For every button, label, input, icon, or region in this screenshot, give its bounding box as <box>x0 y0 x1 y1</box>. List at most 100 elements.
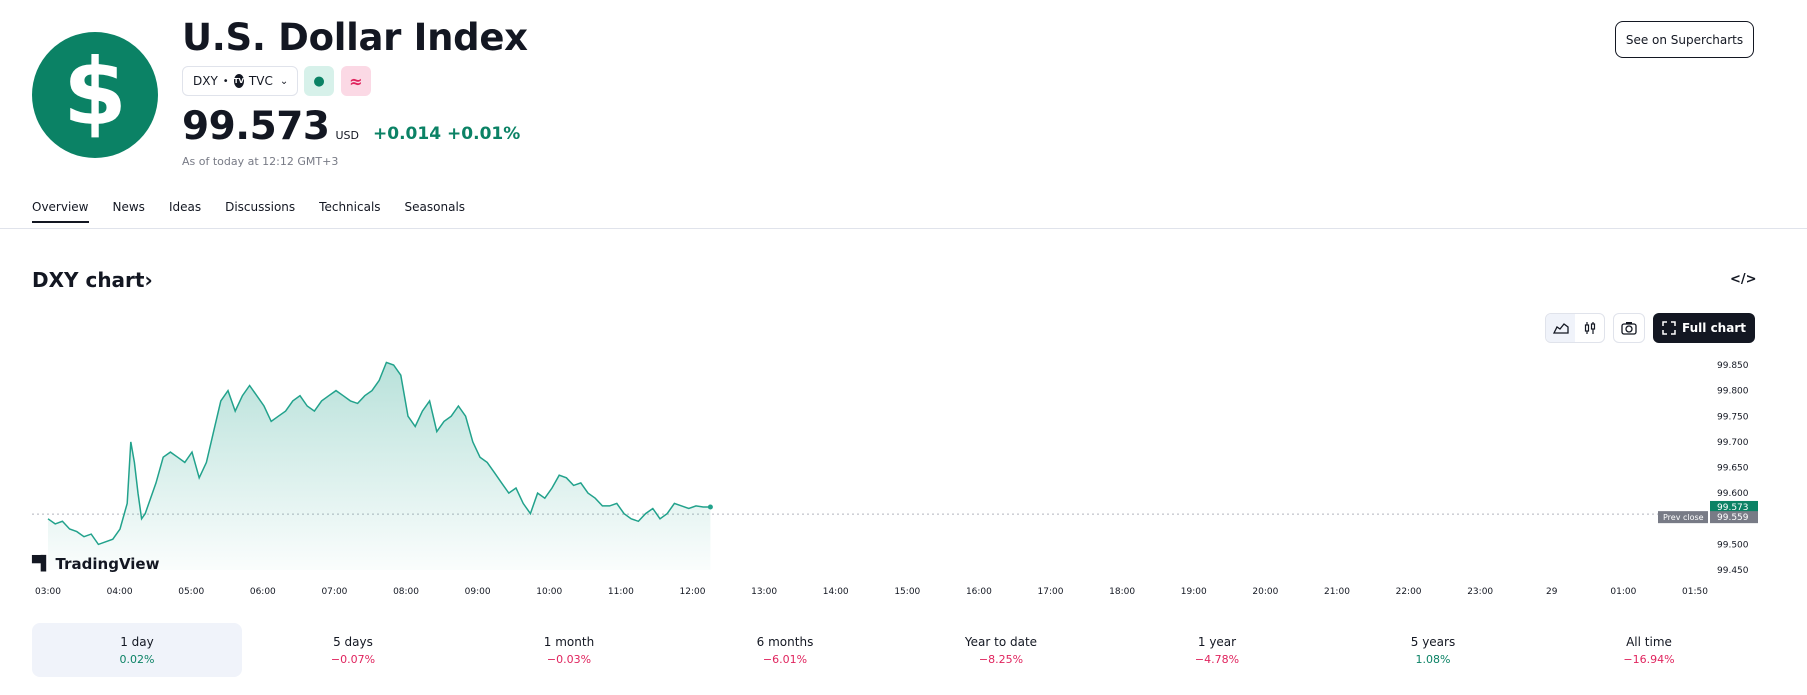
y-axis-tick-label: 99.800 <box>1717 387 1749 397</box>
price-currency: USD <box>335 129 360 142</box>
tab-news[interactable]: News <box>112 200 145 214</box>
tradingview-watermark: ▀▌ TradingView <box>32 555 159 573</box>
period-change: −8.25% <box>978 652 1024 666</box>
x-axis-tick-label: 09:00 <box>465 587 491 597</box>
period-label: 1 year <box>1197 634 1237 649</box>
x-axis-tick-label: 04:00 <box>107 587 133 597</box>
price-block: 99.573 USD +0.014 +0.01% <box>182 104 520 149</box>
fullscreen-icon <box>1662 321 1676 335</box>
symbol-exchange-selector[interactable]: DXY • TV TVC ⌄ <box>182 66 298 96</box>
period-6-months[interactable]: 6 months −6.01% <box>680 623 890 677</box>
x-axis-tick-label: 05:00 <box>178 587 204 597</box>
period-change: −6.01% <box>762 652 808 666</box>
current-price-badge <box>1710 500 1758 513</box>
period-label: 5 days <box>333 634 373 649</box>
period-label: All time <box>1626 634 1672 649</box>
tab-ideas[interactable]: Ideas <box>168 200 202 214</box>
x-axis-tick-label: 22:00 <box>1396 587 1422 597</box>
ticker-symbol: DXY <box>193 74 218 88</box>
dollar-sign-icon: $ <box>62 39 127 146</box>
prev-close-value-badge <box>1710 511 1758 524</box>
price-area-fill <box>48 362 711 570</box>
x-axis-tick-label: 23:00 <box>1467 587 1493 597</box>
chart-style-toggle <box>1545 313 1605 343</box>
camera-icon[interactable] <box>1613 313 1645 343</box>
y-axis-tick-label: 99.450 <box>1717 566 1749 576</box>
x-axis-tick-label: 15:00 <box>894 587 920 597</box>
period-change: −16.94% <box>1623 652 1675 666</box>
x-axis-tick-label: 21:00 <box>1324 587 1350 597</box>
chart-title-link[interactable]: DXY chart› <box>32 268 153 292</box>
y-axis-tick-label: 99.850 <box>1717 361 1749 371</box>
period-label: 1 month <box>543 634 595 649</box>
x-axis-tick-label: 12:00 <box>680 587 706 597</box>
market-open-dot-icon[interactable]: ● <box>304 66 334 96</box>
tab-seasonals[interactable]: Seasonals <box>404 200 466 214</box>
period-change: −0.03% <box>546 652 592 666</box>
chevron-right-icon: › <box>144 268 153 292</box>
period-year-to-date[interactable]: Year to date −8.25% <box>896 623 1106 677</box>
x-axis-tick-label: 18:00 <box>1109 587 1135 597</box>
as-of-timestamp: As of today at 12:12 GMT+3 <box>182 155 339 168</box>
tab-discussions[interactable]: Discussions <box>225 200 296 214</box>
x-axis-tick-label: 10:00 <box>536 587 562 597</box>
tradingview-logo-icon: ▀▌ <box>32 556 51 572</box>
period-5-years[interactable]: 5 years 1.08% <box>1328 623 1538 677</box>
see-on-supercharts-button[interactable]: See on Supercharts <box>1615 21 1754 58</box>
last-price: 99.573 <box>182 104 330 149</box>
x-axis-tick-label: 01:00 <box>1610 587 1636 597</box>
performance-periods: 1 day 0.02% 5 days −0.07% 1 month −0.03% 6 mon… <box>32 623 1754 677</box>
full-chart-label: Full chart <box>1682 321 1746 335</box>
prev-close-label: Prev close <box>1663 513 1704 522</box>
x-axis-tick-label: 03:00 <box>35 587 61 597</box>
y-axis-tick-label: 99.700 <box>1717 438 1749 448</box>
x-axis-tick-label: 17:00 <box>1038 587 1064 597</box>
x-axis-tick-label: 14:00 <box>823 587 849 597</box>
last-price-dot <box>707 504 713 510</box>
prev-close-tag <box>1658 511 1708 524</box>
price-line <box>47 361 711 546</box>
tab-overview[interactable]: Overview <box>32 200 89 223</box>
embed-code-icon[interactable]: </> <box>1730 272 1757 287</box>
price-change-abs: +0.014 <box>373 124 442 144</box>
area-chart-icon[interactable] <box>1546 314 1575 342</box>
x-axis-tick-label: 13:00 <box>751 587 777 597</box>
symbol-tabs: Overview News Ideas Discussions Technica… <box>32 200 465 223</box>
full-chart-button[interactable]: Full chart <box>1653 313 1755 343</box>
x-axis-tick-label: 16:00 <box>966 587 992 597</box>
period-1-day[interactable]: 1 day 0.02% <box>32 623 242 677</box>
tradingview-exchange-icon: TV <box>233 74 244 88</box>
x-axis-tick-label: 20:00 <box>1252 587 1278 597</box>
period-5-days[interactable]: 5 days −0.07% <box>248 623 458 677</box>
y-axis-tick-label: 99.750 <box>1717 412 1749 422</box>
candles-icon[interactable] <box>1575 314 1604 342</box>
dxy-logo: $ <box>32 32 158 158</box>
x-axis-tick-label: 01:50 <box>1682 587 1708 597</box>
tab-technicals[interactable]: Technicals <box>319 200 381 214</box>
period-1-year[interactable]: 1 year −4.78% <box>1112 623 1322 677</box>
page-title: U.S. Dollar Index <box>182 16 528 59</box>
period-label: 1 day <box>120 634 154 649</box>
x-axis-tick-label: 11:00 <box>608 587 634 597</box>
period-label: 6 months <box>756 634 814 649</box>
y-axis-tick-label: 99.650 <box>1717 464 1749 474</box>
separator-dot-icon: • <box>222 75 229 87</box>
period-label: 5 years <box>1410 634 1456 649</box>
period-label: Year to date <box>964 634 1038 649</box>
period-change: −0.07% <box>330 652 376 666</box>
period-1-month[interactable]: 1 month −0.03% <box>464 623 674 677</box>
period-change: −4.78% <box>1194 652 1240 666</box>
delayed-data-icon[interactable]: ≈ <box>341 66 371 96</box>
x-axis-tick-label: 08:00 <box>393 587 419 597</box>
exchange-name: TVC <box>248 74 273 88</box>
x-axis-tick-label: 29 <box>1546 587 1558 597</box>
chart-title-text: DXY chart <box>32 268 145 292</box>
price-chart[interactable]: 99.850 99.800 99.750 99.700 99.650 99.600 99.5… <box>0 355 1807 605</box>
chevron-down-icon: ⌄ <box>279 75 289 87</box>
tabs-divider <box>0 228 1807 229</box>
x-axis-tick-label: 06:00 <box>250 587 276 597</box>
x-axis-tick-label: 07:00 <box>321 587 347 597</box>
period-change: 0.02% <box>119 652 155 666</box>
current-price-label: 99.573 <box>1717 503 1749 513</box>
period-all-time[interactable]: All time −16.94% <box>1544 623 1754 677</box>
